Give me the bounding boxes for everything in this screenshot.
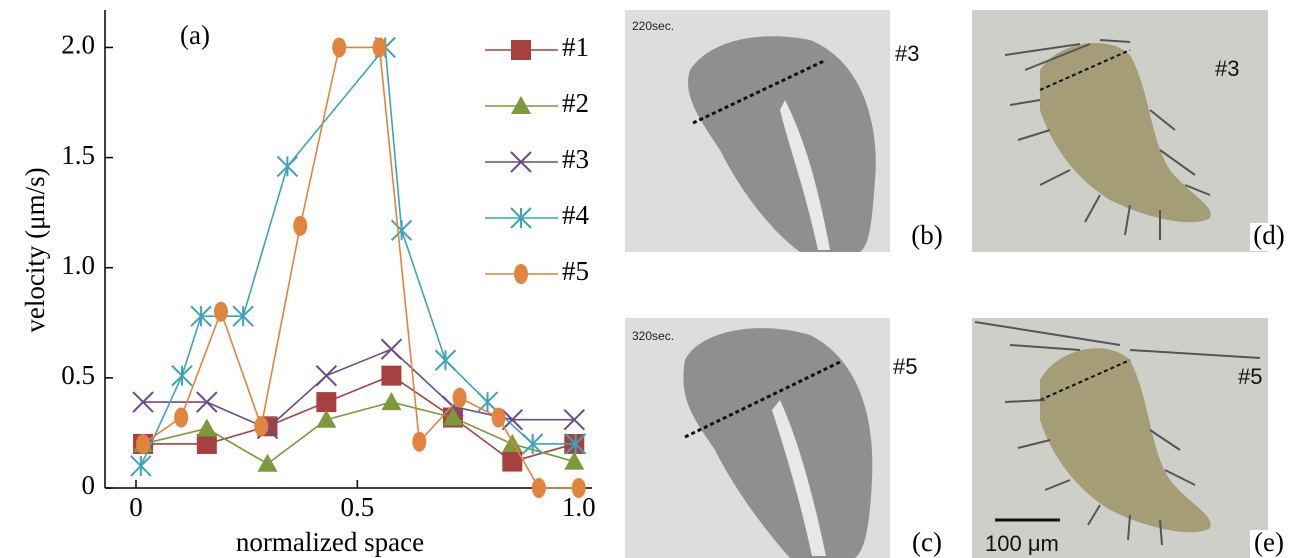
marker <box>531 478 546 498</box>
series-line <box>142 401 575 465</box>
sample-label: #5 <box>1238 364 1262 389</box>
legend-marker <box>511 96 531 114</box>
panel-label: (a) <box>180 20 210 50</box>
panel-d: #3 (d) <box>972 10 1288 252</box>
section-line <box>684 360 841 439</box>
velocity-arrows <box>1004 39 1211 240</box>
marker <box>196 418 217 437</box>
marker <box>254 416 269 437</box>
legend-label: #3 <box>562 144 589 174</box>
marker <box>442 407 463 426</box>
marker <box>564 433 587 455</box>
series-line <box>142 46 579 489</box>
panel-label: (b) <box>911 220 942 250</box>
marker <box>316 392 337 413</box>
label-box <box>1250 530 1288 558</box>
y-axis-label: velocity (μm/s) <box>20 167 50 332</box>
marker <box>257 453 278 472</box>
tissue <box>688 36 876 252</box>
panel-label: (c) <box>912 527 942 557</box>
section-line <box>1039 359 1131 401</box>
section-line <box>692 58 827 125</box>
legend-marker <box>511 40 531 60</box>
marker <box>452 387 467 408</box>
marker <box>130 455 152 477</box>
legend-label: #1 <box>562 32 589 62</box>
panel-c: 320sec. #5 (c) <box>625 318 946 558</box>
marker <box>412 431 427 452</box>
sample-label: #5 <box>893 354 917 379</box>
marker <box>434 349 457 371</box>
marker <box>232 305 254 327</box>
tissue <box>1040 43 1211 223</box>
marker <box>521 433 544 455</box>
x-tick-label: 0.5 <box>340 492 374 522</box>
tissue <box>683 328 873 558</box>
legend-marker <box>514 264 528 284</box>
marker <box>491 407 506 428</box>
time-label: 220sec. <box>632 19 674 33</box>
marker <box>380 338 403 360</box>
legend-marker <box>510 151 532 173</box>
scale-label: 100 μm <box>985 531 1059 556</box>
panel-label: (e) <box>1254 527 1284 557</box>
marker <box>213 301 228 322</box>
tissue-core <box>780 100 830 250</box>
marker <box>571 478 586 498</box>
label-box <box>908 223 946 251</box>
marker <box>276 155 299 178</box>
marker <box>381 365 402 386</box>
marker <box>196 391 218 413</box>
marker <box>316 409 337 428</box>
x-axis-label: normalized space <box>236 527 424 557</box>
y-tick-label: 1.5 <box>61 140 95 170</box>
tissue-core <box>772 400 826 556</box>
sample-label: #3 <box>895 41 919 66</box>
marker <box>501 409 524 431</box>
y-tick-label: 0 <box>82 470 96 500</box>
panel-b: 220sec. #3 (b) <box>625 10 946 252</box>
marker <box>174 407 189 428</box>
y-tick-label: 0.5 <box>61 360 95 390</box>
sample-label: #3 <box>1215 56 1239 81</box>
marker <box>315 364 338 387</box>
marker <box>293 215 308 236</box>
marker <box>196 433 217 454</box>
y-tick-label: 1.0 <box>61 250 95 280</box>
marker <box>381 392 402 411</box>
time-label: 320sec. <box>632 329 674 343</box>
velocity-arrows <box>974 321 1261 546</box>
marker <box>372 37 387 58</box>
marker <box>502 451 523 472</box>
legend-label: #5 <box>562 256 589 286</box>
y-tick-label: 2.0 <box>61 30 95 60</box>
x-tick-label: 0 <box>129 492 143 522</box>
legend-marker <box>510 207 532 229</box>
legend-label: #4 <box>562 200 590 230</box>
panel-e: #5 100 μm (e) <box>972 318 1288 558</box>
tissue <box>1040 348 1211 533</box>
marker <box>190 305 212 327</box>
label-box <box>908 530 946 558</box>
label-box <box>1250 223 1288 251</box>
marker <box>390 219 413 241</box>
marker <box>563 409 585 431</box>
section-line <box>1039 49 1131 91</box>
marker <box>171 364 193 387</box>
marker <box>564 451 585 470</box>
marker <box>332 37 347 58</box>
panel-label: (d) <box>1253 220 1284 250</box>
legend-label: #2 <box>562 88 589 118</box>
marker <box>136 433 151 454</box>
marker <box>132 391 154 413</box>
